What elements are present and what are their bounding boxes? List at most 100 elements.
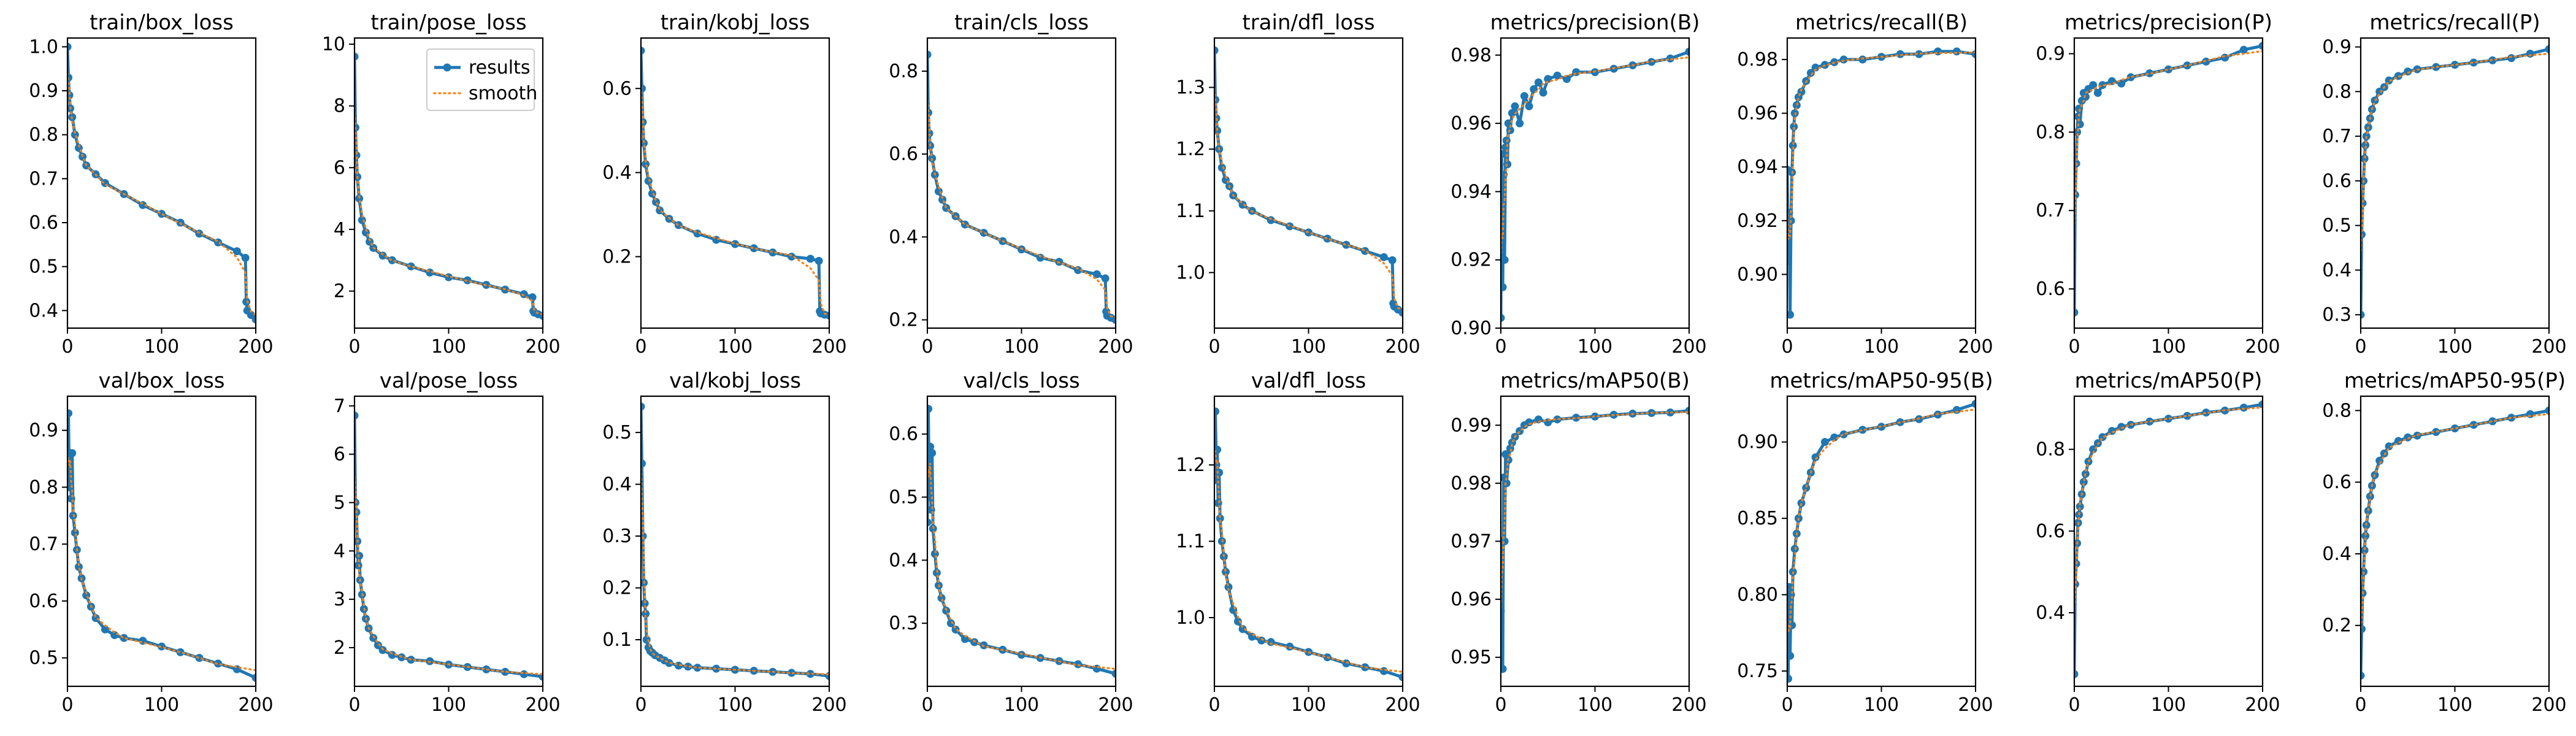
y-tick-label: 10 — [322, 34, 345, 55]
y-tick-label: 3 — [334, 589, 345, 610]
results-point — [1511, 102, 1519, 110]
results-series-line — [641, 50, 829, 317]
results-point — [2239, 404, 2248, 412]
plot-area — [927, 50, 1116, 324]
axes-frame — [1213, 37, 1404, 329]
y-tick-label: 0.9 — [2036, 44, 2065, 65]
y-tick-label: 0.9 — [2322, 37, 2352, 58]
subplot: metrics/precision(P) 0 100 200 0.6 0.7 0.8 0.9 — [2036, 10, 2280, 358]
x-tick-label: 100 — [1577, 694, 1612, 716]
subplot-title: train/pose_loss — [370, 10, 526, 35]
results-point — [2145, 69, 2154, 78]
y-tick-label: 0.98 — [1451, 473, 1492, 494]
results-point — [1806, 69, 1815, 77]
y-tick-label: 0.96 — [1737, 103, 1778, 125]
results-point — [1811, 63, 1820, 72]
results-series-line — [1787, 50, 1976, 316]
subplot-title: train/dfl_loss — [1242, 10, 1374, 35]
results-point — [1787, 257, 1793, 266]
x-tick-label: 100 — [718, 694, 753, 716]
smooth-series-line — [927, 462, 1116, 670]
x-tick-label: 0 — [2355, 694, 2366, 716]
plot-area — [1214, 407, 1403, 681]
results-point — [388, 256, 396, 264]
plot-area — [355, 412, 543, 681]
axes-frame — [2359, 395, 2550, 688]
subplot-title: val/kobj_loss — [669, 369, 801, 393]
y-tick-label: 0.85 — [1737, 508, 1778, 529]
plot-area — [1214, 46, 1403, 317]
results-point — [2183, 412, 2191, 420]
plot-area — [2074, 400, 2263, 678]
axes-frame — [926, 395, 1117, 688]
results-point — [1233, 617, 1242, 626]
y-tick-label: 0.6 — [29, 591, 58, 612]
y-tick-label: 0.5 — [889, 487, 918, 508]
x-tick-label: 200 — [811, 694, 846, 716]
results-point — [1092, 270, 1101, 278]
results-point — [1501, 143, 1510, 151]
subplot: metrics/mAP50-95(P) 0 100 200 0.2 0.4 0.6 0.8 — [2322, 369, 2566, 716]
results-point — [1501, 256, 1509, 264]
y-tick-label: 0.9 — [29, 80, 58, 102]
results-point — [1217, 163, 1226, 172]
results-point — [928, 449, 937, 458]
results-point — [1018, 651, 1025, 659]
y-tick-label: 0.96 — [1451, 589, 1492, 610]
results-point — [1101, 274, 1110, 283]
results-point — [769, 248, 777, 257]
results-point — [232, 247, 241, 256]
results-point — [67, 409, 73, 418]
subplot: metrics/mAP50-95(B) 0 100 200 0.75 0.80 0.85 0.… — [1737, 369, 1993, 716]
axes-frame — [66, 395, 257, 688]
results-point — [2361, 141, 2370, 150]
plot-area — [641, 47, 829, 320]
results-point — [2079, 478, 2088, 486]
y-tick-label: 0.80 — [1737, 585, 1778, 606]
results-point — [214, 659, 223, 668]
results-point — [2076, 502, 2084, 511]
y-tick-label: 0.2 — [602, 578, 632, 599]
y-tick-label: 0.8 — [29, 477, 58, 498]
results-point — [2507, 54, 2516, 63]
smooth-series-line — [1787, 51, 1976, 240]
results-point — [158, 210, 166, 218]
results-point — [1820, 438, 1829, 447]
results-series-line — [1501, 50, 1689, 318]
results-point — [2526, 410, 2534, 418]
axes-frame — [2073, 37, 2264, 329]
results-point — [1214, 407, 1220, 416]
y-tick-label: 0.6 — [889, 144, 918, 165]
subplot-title: metrics/precision(P) — [2064, 10, 2272, 35]
y-tick-label: 0.1 — [602, 629, 632, 651]
x-tick-label: 100 — [1004, 336, 1039, 358]
plot-area — [1787, 47, 1976, 319]
x-tick-label: 0 — [1781, 336, 1793, 358]
results-series-line — [927, 407, 1116, 675]
y-tick-label: 0.7 — [2036, 200, 2065, 221]
results-point — [1214, 461, 1221, 469]
results-point — [644, 177, 653, 185]
x-tick-label: 200 — [1385, 694, 1420, 716]
results-point — [1553, 71, 1562, 80]
results-point — [1111, 669, 1116, 678]
results-point — [641, 47, 645, 55]
y-tick-label: 6 — [334, 157, 345, 178]
results-point — [641, 599, 649, 608]
x-tick-label: 200 — [1671, 694, 1706, 716]
y-tick-label: 0.6 — [29, 212, 58, 234]
x-tick-label: 0 — [2068, 694, 2080, 716]
y-tick-label: 0.90 — [1737, 432, 1778, 453]
x-tick-label: 0 — [1781, 694, 1793, 716]
results-point — [1553, 415, 1562, 424]
results-point — [960, 220, 969, 229]
results-point — [369, 634, 378, 642]
results-point — [1572, 68, 1581, 77]
smooth-series-line — [1501, 411, 1689, 608]
results-point — [1398, 309, 1403, 317]
results-series-line — [67, 412, 256, 680]
results-point — [1915, 50, 1923, 58]
x-tick-label: 0 — [635, 336, 646, 358]
results-point — [1788, 141, 1797, 150]
results-point — [1379, 667, 1388, 675]
